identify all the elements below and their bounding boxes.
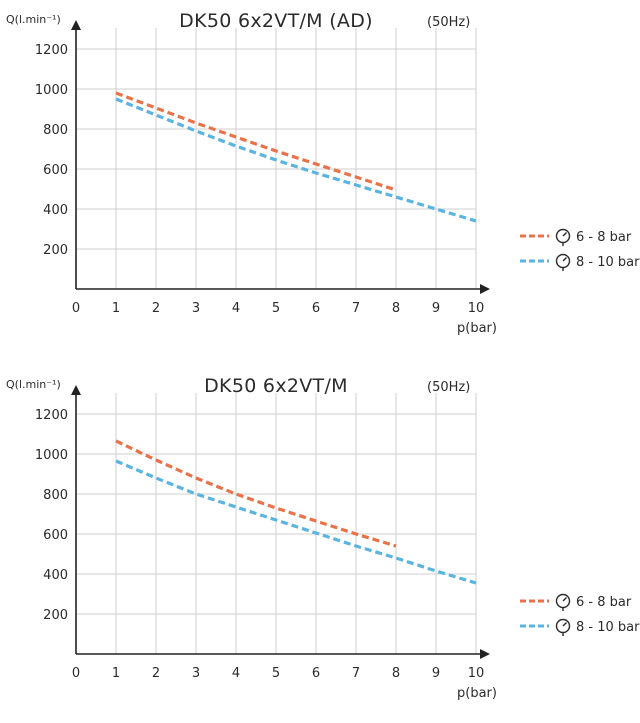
- x-tick-label: 1: [112, 301, 120, 316]
- grid: [76, 393, 477, 654]
- chart-title: DK50 6x2VT/M: [204, 375, 348, 397]
- y-tick-label: 1000: [35, 448, 68, 463]
- y-tick-label: 200: [43, 243, 68, 258]
- x-tick-label: 3: [192, 301, 200, 316]
- y-axis-arrow: [71, 385, 81, 395]
- y-axis-label: Q(l.min⁻¹): [6, 13, 61, 26]
- y-tick-label: 400: [43, 203, 68, 218]
- legend-item-2: 8 - 10 bar: [520, 618, 640, 636]
- legend-item-2: 8 - 10 bar: [520, 253, 640, 271]
- series-line-2: [115, 459, 477, 585]
- x-axis-label: p(bar): [457, 686, 497, 701]
- x-tick-label: 7: [352, 301, 360, 316]
- pressure-gauge-icon: [555, 618, 571, 636]
- x-axis-arrow: [480, 284, 490, 294]
- legend-label: 8 - 10 bar: [576, 620, 640, 635]
- chart-2: DK50 6x2VT/M (50Hz) Q(l.min⁻¹) p(bar) 0 1 2 3 4 5…: [6, 375, 640, 701]
- x-tick-label: 4: [232, 301, 240, 316]
- x-tick-label: 7: [352, 666, 360, 681]
- y-tick-label: 1200: [35, 408, 68, 423]
- y-tick-label: 1000: [35, 83, 68, 98]
- x-tick-label: 8: [392, 301, 400, 316]
- x-tick-label: 8: [392, 666, 400, 681]
- legend-label: 6 - 8 bar: [576, 230, 632, 245]
- x-tick-label: 9: [432, 666, 440, 681]
- series-line-1: [115, 91, 397, 192]
- pressure-gauge-icon: [555, 228, 571, 246]
- x-tick-label: 5: [272, 301, 280, 316]
- x-tick-label: 4: [232, 666, 240, 681]
- gauge-needle: [562, 597, 567, 602]
- legend-item-1: 6 - 8 bar: [520, 228, 632, 246]
- x-tick-label: 0: [72, 301, 80, 316]
- x-tick-label: 6: [312, 666, 320, 681]
- legend-label: 8 - 10 bar: [576, 255, 640, 270]
- gauge-needle: [562, 622, 567, 627]
- y-tick-label: 800: [43, 123, 68, 138]
- x-tick-label: 6: [312, 301, 320, 316]
- frequency-label: (50Hz): [427, 380, 470, 395]
- y-tick-label: 800: [43, 488, 68, 503]
- y-axis-arrow: [71, 20, 81, 30]
- gauge-needle: [562, 257, 567, 262]
- y-tick-label: 400: [43, 568, 68, 583]
- y-tick-label: 200: [43, 608, 68, 623]
- legend-item-1: 6 - 8 bar: [520, 593, 632, 611]
- x-tick-label: 1: [112, 666, 120, 681]
- x-tick-label: 10: [468, 666, 485, 681]
- x-tick-label: 2: [152, 666, 160, 681]
- x-tick-label: 2: [152, 301, 160, 316]
- y-tick-label: 1200: [35, 43, 68, 58]
- chart-1: DK50 6x2VT/M (AD) (50Hz) Q(l.min⁻¹) p(bar) 0…: [6, 10, 640, 336]
- legend-label: 6 - 8 bar: [576, 595, 632, 610]
- chart-title: DK50 6x2VT/M (AD): [179, 10, 373, 32]
- y-tick-label: 600: [43, 163, 68, 178]
- series-line-2: [115, 97, 477, 223]
- frequency-label: (50Hz): [427, 15, 470, 30]
- x-tick-label: 3: [192, 666, 200, 681]
- y-axis-label: Q(l.min⁻¹): [6, 378, 61, 391]
- y-tick-label: 600: [43, 528, 68, 543]
- x-tick-label: 10: [468, 301, 485, 316]
- x-tick-label: 0: [72, 666, 80, 681]
- x-axis-arrow: [480, 649, 490, 659]
- x-tick-label: 5: [272, 666, 280, 681]
- x-tick-label: 9: [432, 301, 440, 316]
- pressure-gauge-icon: [555, 593, 571, 611]
- x-axis-label: p(bar): [457, 321, 497, 336]
- gauge-needle: [562, 232, 567, 237]
- pressure-gauge-icon: [555, 253, 571, 271]
